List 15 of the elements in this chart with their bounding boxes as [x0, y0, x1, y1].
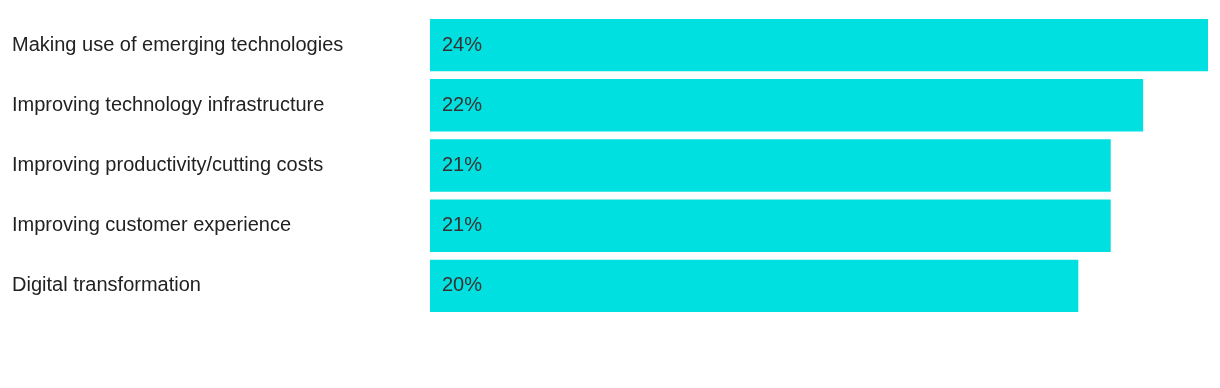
data-label: 22% [442, 92, 483, 115]
bar [430, 79, 1144, 132]
y-tick-label: Improving customer experience [12, 213, 292, 236]
y-tick-label: Digital transformation [12, 273, 201, 296]
bar [430, 259, 1079, 313]
data-label: 21% [442, 213, 483, 236]
y-tick-label: Improving productivity/cutting costs [12, 153, 324, 176]
y-tick-label: Improving technology infrastructure [12, 92, 325, 115]
y-tick-label: Making use of emerging technologies [12, 32, 344, 55]
bar [430, 18, 1208, 72]
data-label: 24% [442, 32, 483, 55]
bar [430, 199, 1111, 252]
data-label: 21% [442, 153, 483, 176]
bar [430, 139, 1111, 192]
data-label: 20% [442, 273, 483, 296]
